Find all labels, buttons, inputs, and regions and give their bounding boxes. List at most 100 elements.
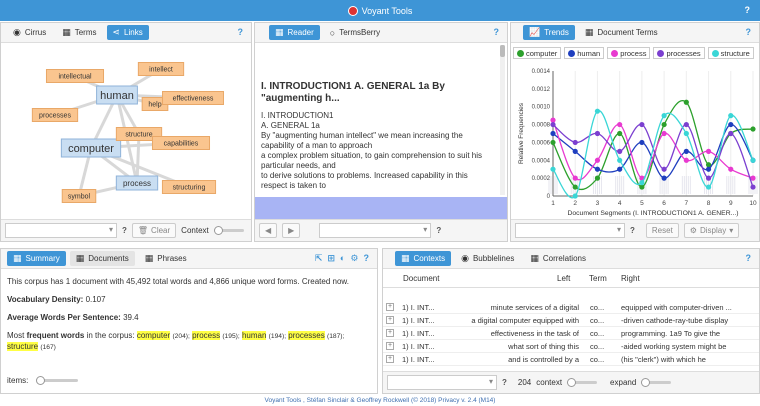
clear-button[interactable]: 🗑 Clear [131,223,177,238]
footer-text[interactable]: Voyant Tools , Stéfan Sinclair & Geoffre… [264,397,496,404]
data-point-processes[interactable] [683,121,689,128]
freq-term[interactable]: processes [288,331,325,340]
items-slider[interactable] [36,376,79,385]
links-combo-help[interactable]: ? [122,226,127,235]
windows-icon[interactable]: ⊞ [327,253,335,263]
data-point-structure[interactable] [550,166,556,172]
data-point-human[interactable] [572,148,578,154]
data-point-structure[interactable] [661,113,667,119]
freq-term[interactable]: structure [7,342,39,351]
expand-row-icon[interactable]: + [386,342,394,350]
context-slider[interactable] [213,226,244,235]
data-point-process[interactable] [661,130,667,137]
reader-term-combo[interactable] [319,223,432,238]
data-point-structure[interactable] [594,108,601,114]
tab-correlations[interactable]: ▦ Correlations [524,251,592,266]
data-point-human[interactable] [728,121,734,128]
link-node[interactable]: computer [60,138,122,158]
reader-help-button[interactable]: ? [493,27,500,37]
legend-item[interactable]: process [607,47,651,59]
data-point-processes[interactable] [594,130,601,137]
link-node[interactable]: effectiveness [162,91,224,105]
link-node[interactable]: structure [115,127,163,141]
col-right[interactable]: Right [621,274,640,283]
data-point-processes[interactable] [572,139,578,146]
tab-cirrus[interactable]: ◉ Cirrus [7,25,52,40]
data-point-structure[interactable] [683,130,689,137]
data-point-structure[interactable] [639,180,645,186]
link-node[interactable]: structuring [161,180,217,194]
link-node[interactable]: human [96,85,138,105]
summary-help-button[interactable]: ? [363,253,370,263]
data-point-human[interactable] [705,166,712,172]
series-line-structure[interactable] [552,110,754,199]
data-point-process[interactable] [550,117,556,123]
freq-term[interactable]: human [241,331,267,340]
table-row[interactable]: +1) I. INT... a digital computer equipped… [383,314,759,327]
trends-help-button[interactable]: ? [745,27,752,37]
data-point-computer[interactable] [705,162,712,168]
contexts-help-button[interactable]: ? [745,253,752,263]
data-point-computer[interactable] [639,184,645,190]
contexts-combo-help[interactable]: ? [502,378,507,387]
app-help-button[interactable]: ? [744,5,751,15]
legend-item[interactable]: computer [513,47,562,59]
data-point-human[interactable] [683,148,689,154]
tab-termsberry[interactable]: ○ TermsBerry [324,25,386,40]
col-left[interactable]: Left [557,274,571,283]
tab-phrases[interactable]: ▦ Phrases [139,251,193,266]
data-point-processes[interactable] [550,121,556,128]
expand-row-icon[interactable]: + [386,303,394,311]
table-row[interactable]: +1) I. INT... minute services of a digita… [383,301,759,314]
tab-document-terms[interactable]: ▦ Document Terms [579,25,664,40]
series-line-human[interactable] [552,123,754,179]
link-node[interactable]: intellect [137,62,185,76]
reset-button[interactable]: Reset [645,223,679,238]
expand-slider[interactable] [641,378,672,387]
data-point-structure[interactable] [572,193,578,199]
tab-trends[interactable]: 📈 Trends [523,25,575,40]
legend-item[interactable]: human [564,47,605,59]
link-node[interactable]: intellectual [45,69,105,83]
trends-combo-help[interactable]: ? [630,226,635,235]
links-graph[interactable]: intellectual intellect human help effectiven… [1,44,252,219]
tab-contexts[interactable]: ▦ Contexts [395,251,452,266]
data-point-processes[interactable] [750,184,756,190]
links-help-button[interactable]: ? [237,27,244,37]
data-point-computer[interactable] [661,121,667,128]
table-row[interactable]: +1) I. INT... and is controlled by a co...… [383,353,759,366]
tab-links[interactable]: ⋖ Links [106,25,149,40]
display-button[interactable]: ⚙ Display ▾ [683,223,740,238]
freq-term[interactable]: computer [136,331,171,340]
series-line-processes[interactable] [552,123,754,188]
data-point-computer[interactable] [750,126,756,132]
trends-term-combo[interactable] [515,223,625,238]
reader-combo-help[interactable]: ? [436,226,442,235]
data-point-process[interactable] [705,148,712,154]
data-point-human[interactable] [594,166,601,172]
contexts-term-combo[interactable] [387,375,497,390]
data-point-computer[interactable] [594,175,601,181]
data-point-process[interactable] [728,166,734,172]
col-term[interactable]: Term [589,274,607,283]
data-point-processes[interactable] [705,175,712,181]
freq-term[interactable]: process [192,331,221,340]
tab-bubblelines[interactable]: ◉ Bubblelines [455,251,520,266]
data-point-computer[interactable] [550,139,556,146]
legend-item[interactable]: structure [707,47,754,59]
data-point-structure[interactable] [750,157,756,163]
data-point-processes[interactable] [617,148,623,154]
data-point-processes[interactable] [639,121,645,128]
tab-documents[interactable]: ▦ Documents [69,251,135,266]
data-point-structure[interactable] [617,157,623,163]
link-node[interactable]: capabilities [151,136,211,150]
expand-row-icon[interactable]: + [386,355,394,363]
tab-terms[interactable]: ▦ Terms [56,25,102,40]
data-point-process[interactable] [750,175,756,181]
data-point-structure[interactable] [705,184,712,190]
link-node[interactable]: processes [31,108,79,122]
reader-document-bar[interactable] [255,197,507,221]
tab-reader[interactable]: ▦ Reader [269,25,320,40]
data-point-computer[interactable] [683,99,689,105]
export-icon[interactable]: ⇱ [314,253,323,263]
